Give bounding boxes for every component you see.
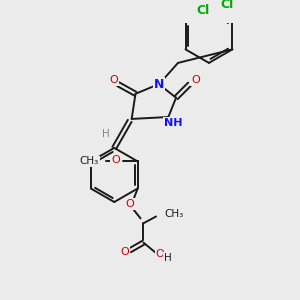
Text: H: H bbox=[164, 253, 172, 263]
Text: O: O bbox=[111, 155, 120, 166]
Text: O: O bbox=[155, 249, 164, 259]
Text: CH₃: CH₃ bbox=[165, 208, 184, 219]
Text: O: O bbox=[191, 75, 200, 85]
Text: Cl: Cl bbox=[220, 0, 233, 11]
Text: O: O bbox=[121, 247, 130, 257]
Text: O: O bbox=[126, 199, 134, 209]
Text: O: O bbox=[109, 75, 118, 85]
Text: H: H bbox=[102, 129, 110, 140]
Text: Cl: Cl bbox=[196, 4, 209, 17]
Text: NH: NH bbox=[164, 118, 182, 128]
Text: CH₃: CH₃ bbox=[80, 156, 99, 167]
Text: N: N bbox=[154, 78, 164, 91]
